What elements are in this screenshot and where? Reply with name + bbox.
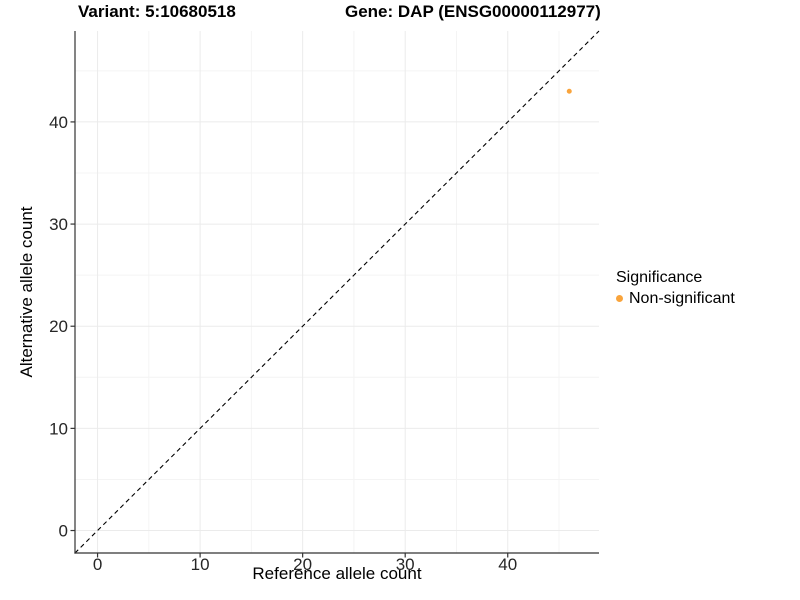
legend-title: Significance bbox=[616, 269, 703, 286]
y-tick-label: 0 bbox=[59, 522, 68, 541]
x-tick-label: 10 bbox=[191, 555, 210, 574]
legend-item-label: Non-significant bbox=[629, 290, 735, 307]
legend-item-non-significant: Non-significant bbox=[616, 289, 735, 308]
x-axis-title: Reference allele count bbox=[252, 564, 422, 583]
data-point bbox=[566, 88, 572, 94]
y-tick-label: 40 bbox=[49, 113, 68, 132]
legend: Significance Non-significant bbox=[616, 268, 735, 308]
y-tick-label: 20 bbox=[49, 317, 68, 336]
y-tick-label: 30 bbox=[49, 215, 68, 234]
identity-line bbox=[74, 30, 600, 554]
x-tick-label: 30 bbox=[396, 555, 415, 574]
y-tick-label: 10 bbox=[49, 419, 68, 438]
variant-title: Variant: 5:10680518 bbox=[78, 2, 236, 21]
x-tick-label: 40 bbox=[498, 555, 517, 574]
x-tick-label: 20 bbox=[293, 555, 312, 574]
legend-point-icon bbox=[616, 295, 623, 302]
y-axis-title: Alternative allele count bbox=[17, 206, 36, 378]
gene-title: Gene: DAP (ENSG00000112977) bbox=[345, 2, 601, 21]
x-tick-label: 0 bbox=[93, 555, 102, 574]
